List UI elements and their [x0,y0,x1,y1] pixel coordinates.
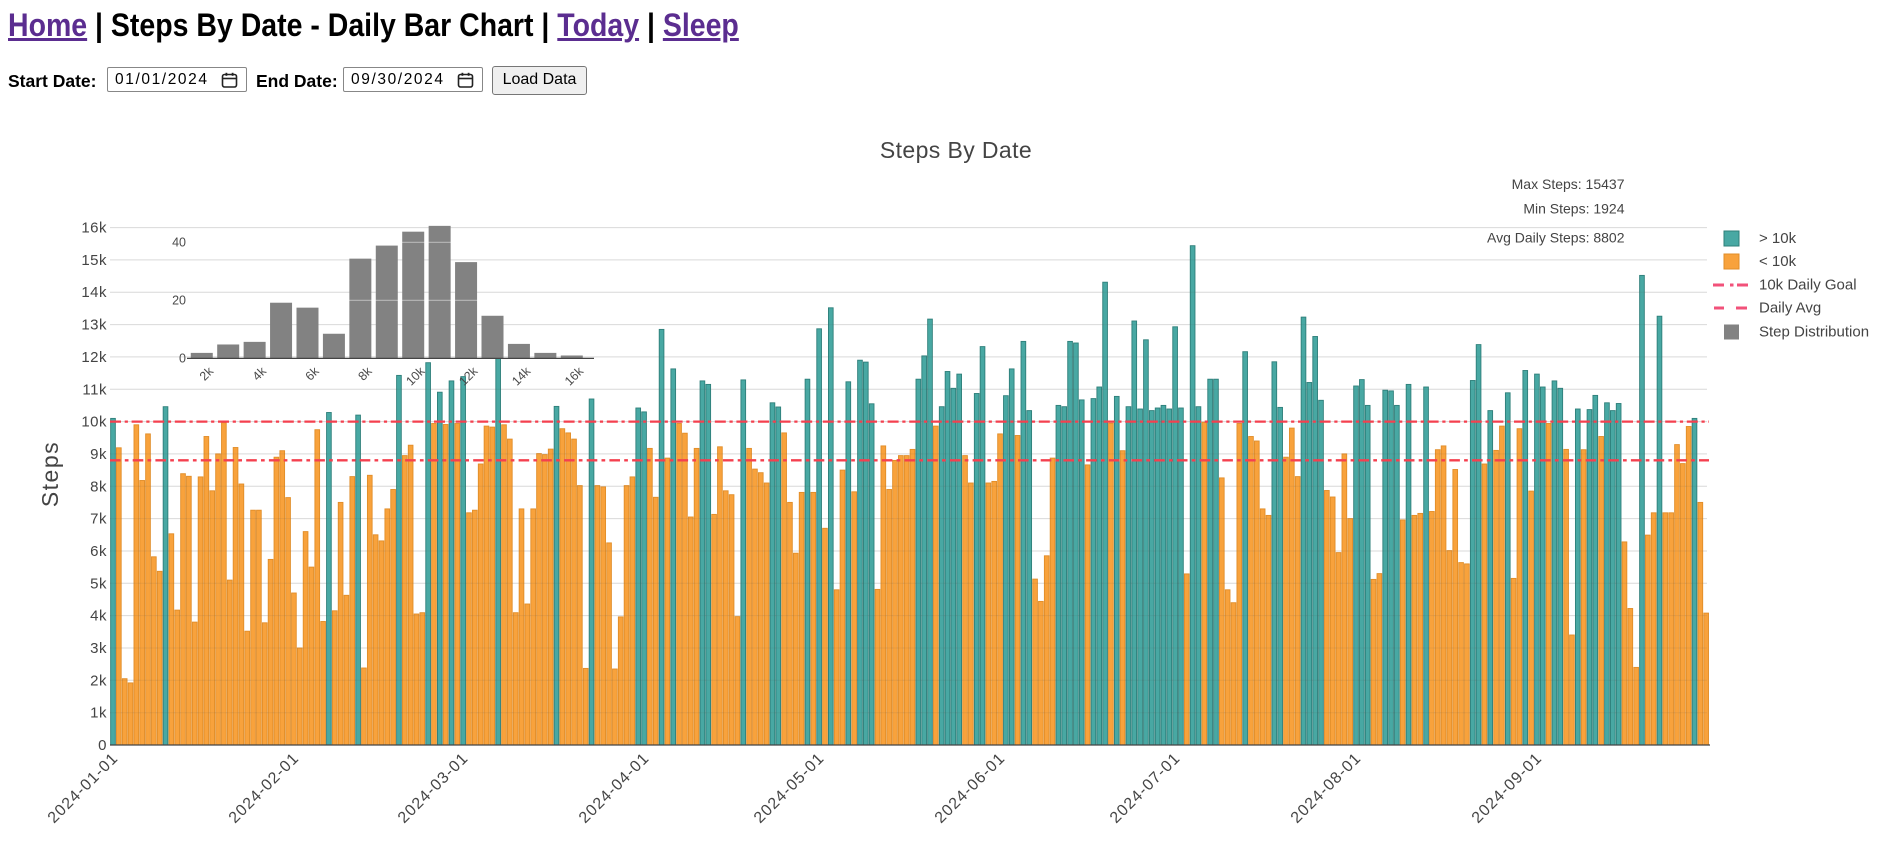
svg-text:2024-02-01: 2024-02-01 [226,750,303,827]
svg-text:2024-05-01: 2024-05-01 [751,750,828,827]
svg-text:14k: 14k [509,364,534,389]
svg-text:8k: 8k [90,478,107,495]
svg-text:2k: 2k [197,364,217,384]
svg-text:2024-06-01: 2024-06-01 [932,750,1009,827]
svg-text:10k: 10k [403,364,428,389]
svg-text:0: 0 [179,351,186,365]
svg-text:6k: 6k [90,543,107,560]
svg-text:8k: 8k [355,364,375,384]
svg-text:Max Steps: 15437: Max Steps: 15437 [1512,176,1625,192]
svg-text:16k: 16k [81,220,107,237]
svg-text:Steps: Steps [37,441,63,507]
svg-text:2024-09-01: 2024-09-01 [1469,750,1546,827]
svg-text:2024-03-01: 2024-03-01 [395,750,472,827]
svg-text:1k: 1k [90,705,107,722]
svg-text:11k: 11k [82,381,107,398]
svg-text:14k: 14k [81,284,107,301]
svg-text:12k: 12k [81,349,107,366]
svg-text:20: 20 [172,293,186,307]
svg-text:9k: 9k [90,446,107,463]
svg-text:40: 40 [172,235,186,249]
svg-text:10k: 10k [81,414,107,431]
svg-text:Steps By Date: Steps By Date [880,137,1032,163]
svg-text:15k: 15k [81,252,107,269]
svg-text:2k: 2k [90,672,107,689]
svg-text:4k: 4k [90,608,107,625]
svg-text:5k: 5k [90,575,107,592]
svg-text:13k: 13k [81,317,107,334]
svg-text:Daily Avg: Daily Avg [1759,300,1821,317]
svg-text:> 10k: > 10k [1759,230,1797,247]
svg-text:2024-07-01: 2024-07-01 [1107,750,1184,827]
svg-text:Avg Daily Steps: 8802: Avg Daily Steps: 8802 [1487,230,1625,246]
svg-text:0: 0 [98,737,107,754]
svg-text:4k: 4k [250,364,270,384]
svg-text:2024-04-01: 2024-04-01 [576,750,653,827]
svg-text:2024-08-01: 2024-08-01 [1288,750,1365,827]
svg-text:Min Steps: 1924: Min Steps: 1924 [1523,201,1624,217]
svg-text:< 10k: < 10k [1759,253,1797,270]
svg-text:7k: 7k [90,511,107,528]
svg-text:12k: 12k [456,364,481,389]
svg-text:6k: 6k [303,364,323,384]
svg-text:16k: 16k [562,364,587,389]
svg-text:10k Daily Goal: 10k Daily Goal [1759,277,1857,294]
svg-text:Step Distribution: Step Distribution [1759,324,1869,341]
svg-text:3k: 3k [90,640,107,657]
svg-text:2024-01-01: 2024-01-01 [45,750,122,827]
